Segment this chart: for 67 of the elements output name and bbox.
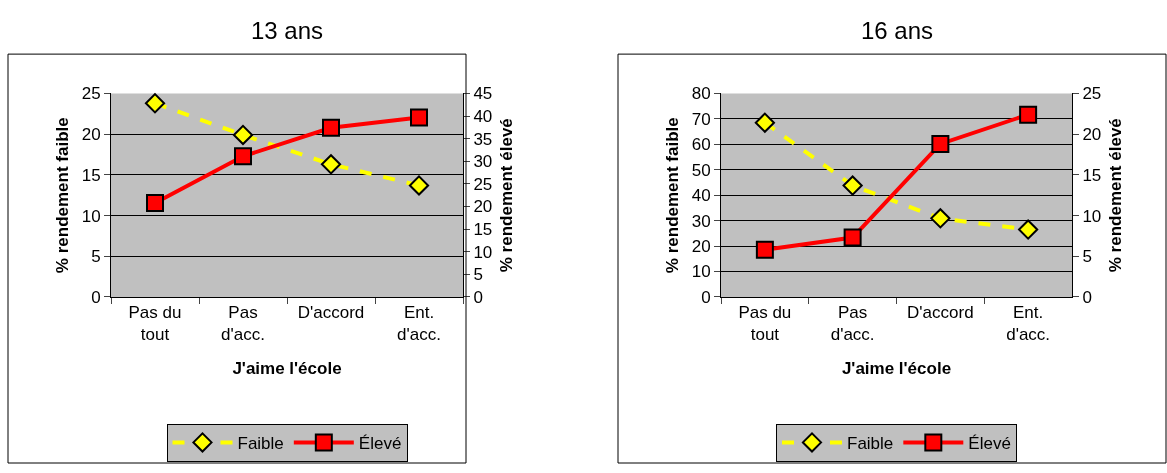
point: [320, 154, 342, 175]
y-tick-label: 15: [81, 165, 101, 185]
y2-tick-label: 35: [473, 129, 493, 149]
point: [843, 228, 862, 247]
y-tick-label: 0: [91, 287, 101, 307]
x-tick-label: Pas du tout: [738, 303, 792, 345]
y-tick-label: 0: [701, 287, 711, 307]
y2-tick-label: 10: [1082, 206, 1102, 226]
chart-title: 16 ans: [861, 17, 934, 44]
point: [410, 108, 428, 127]
y-tick-label: 10: [691, 262, 711, 282]
y2-tick-label: 0: [1082, 287, 1092, 307]
point: [842, 175, 863, 196]
y2-tick-label: 30: [473, 152, 493, 172]
x-tick-label: D'accord: [297, 303, 365, 323]
y2-tick-label: 20: [473, 197, 493, 217]
point: [930, 208, 951, 229]
x-tick-label: Ent. d'acc.: [1006, 303, 1051, 345]
x-tick-label: D'accord: [907, 303, 974, 323]
y-tick-label: 10: [81, 206, 101, 226]
legend-label: Élevé: [968, 434, 1011, 454]
y2-tick-label: 5: [1082, 247, 1092, 267]
y-tick-label: 25: [81, 84, 101, 104]
y-tick-label: 50: [691, 160, 711, 180]
legend-label: Faible: [847, 434, 894, 454]
y-tick-label: 60: [691, 135, 711, 155]
point: [931, 134, 950, 153]
point: [232, 124, 254, 146]
legend-label: Faible: [237, 434, 284, 454]
y-tick-label: 20: [691, 237, 711, 257]
x-tick-label: Pas d'acc.: [221, 303, 265, 345]
point: [1019, 105, 1038, 124]
y2-axis-title: % rendement élevé: [496, 118, 516, 273]
point: [322, 118, 340, 137]
y-axis-title: % rendement faible: [53, 117, 73, 274]
point: [234, 147, 252, 166]
point: [1018, 219, 1039, 240]
chart-title: 13 ans: [251, 17, 324, 44]
y2-tick-label: 0: [473, 287, 483, 307]
y2-tick-label: 10: [473, 242, 493, 262]
y2-axis-title: % rendement élevé: [1105, 118, 1125, 273]
y-tick-label: 70: [691, 109, 711, 129]
y-axis-title: % rendement faible: [663, 117, 683, 274]
point: [144, 93, 166, 114]
y-tick-label: 5: [91, 247, 101, 267]
y2-tick-label: 45: [473, 84, 493, 104]
point: [755, 240, 774, 259]
x-tick-label: Pas d'acc.: [830, 303, 875, 345]
y2-tick-label: 20: [1082, 125, 1102, 145]
y2-tick-label: 40: [473, 107, 493, 127]
y2-tick-label: 5: [473, 265, 483, 285]
y2-tick-label: 25: [1082, 84, 1102, 104]
y-tick-label: 80: [691, 84, 711, 104]
x-axis-title: J'aime l'école: [841, 358, 952, 378]
point: [146, 193, 164, 212]
x-axis-title: J'aime l'école: [232, 358, 342, 378]
point: [408, 175, 430, 196]
legend-label: Élevé: [358, 434, 402, 454]
y2-tick-label: 25: [473, 174, 493, 194]
y-tick-label: 20: [81, 125, 101, 145]
y-tick-label: 30: [691, 211, 711, 231]
x-tick-label: Pas du tout: [128, 303, 182, 345]
x-tick-label: Ent. d'acc.: [397, 303, 441, 345]
point: [754, 112, 775, 133]
y-tick-label: 40: [691, 186, 711, 206]
y2-tick-label: 15: [473, 220, 493, 240]
y2-tick-label: 15: [1082, 165, 1102, 185]
